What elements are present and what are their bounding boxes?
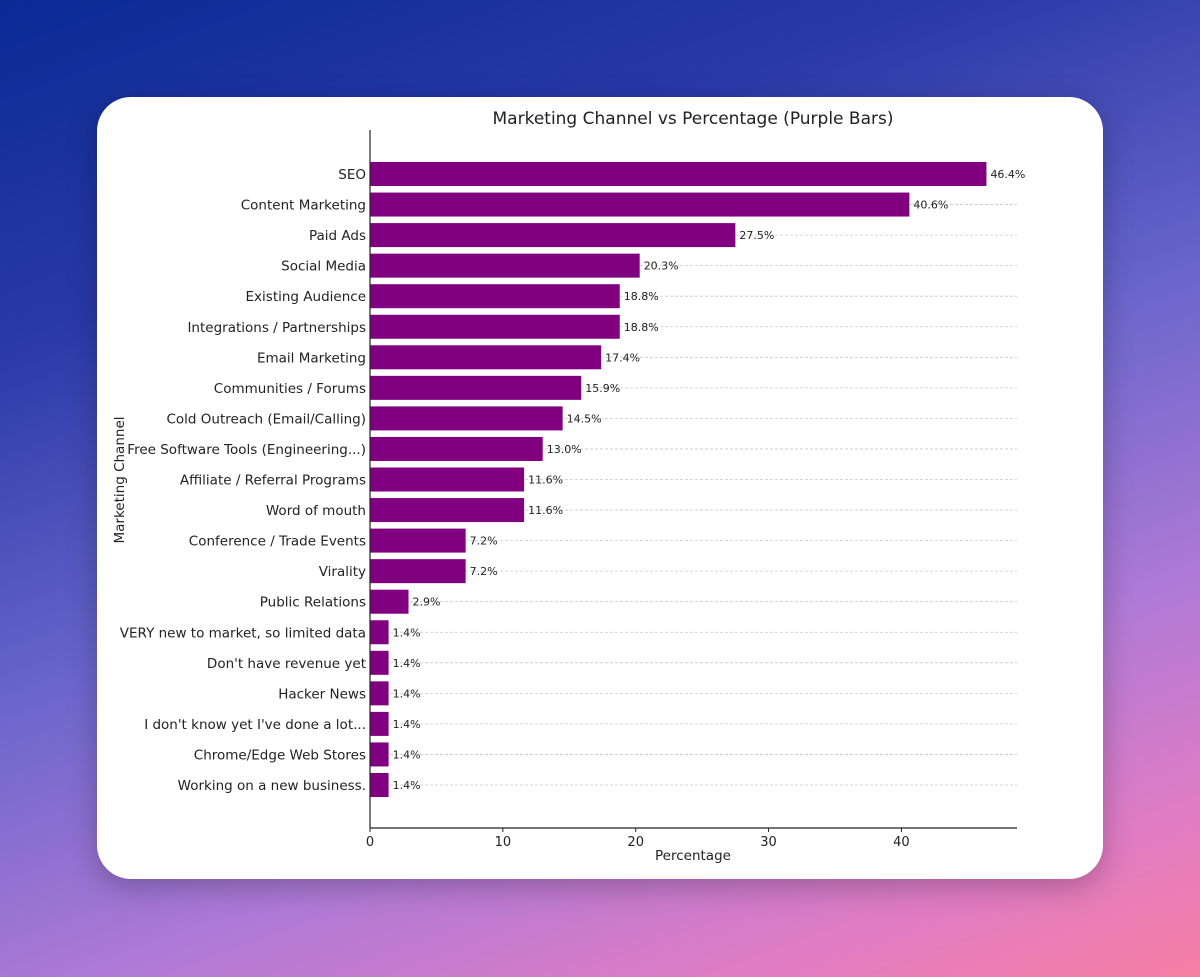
bar: [370, 711, 389, 736]
y-tick-label: Chrome/Edge Web Stores: [194, 747, 366, 763]
data-label: 1.4%: [393, 687, 421, 700]
bar: [370, 589, 409, 614]
data-label: 15.9%: [585, 382, 620, 395]
bar: [370, 192, 910, 217]
data-label: 11.6%: [528, 504, 563, 517]
y-tick-label: Social Media: [281, 259, 366, 275]
bar: [370, 650, 389, 675]
data-label: 20.3%: [644, 260, 679, 273]
bar: [370, 284, 620, 309]
data-label: 18.8%: [624, 321, 659, 334]
y-tick-label: Working on a new business.: [178, 778, 366, 794]
x-tick-label: 10: [495, 835, 512, 850]
data-label: 46.4%: [990, 168, 1025, 181]
bar: [370, 559, 466, 584]
y-tick-label: Virality: [319, 564, 366, 580]
data-label: 13.0%: [547, 443, 582, 456]
bar: [370, 253, 640, 278]
data-label: 11.6%: [528, 474, 563, 487]
bar: [370, 314, 620, 339]
y-tick-label: Cold Outreach (Email/Calling): [167, 411, 367, 427]
y-tick-label: Don't have revenue yet: [207, 656, 366, 672]
x-tick-label: 0: [366, 835, 374, 850]
bar: [370, 742, 389, 767]
bar: [370, 223, 736, 248]
y-axis-label: Marketing Channel: [112, 417, 128, 544]
y-tick-label: Integrations / Partnerships: [187, 320, 366, 336]
y-tick-label: Affiliate / Referral Programs: [180, 473, 366, 489]
bar: [370, 681, 389, 706]
y-tick-label: Hacker News: [278, 686, 366, 702]
bar: [370, 620, 389, 645]
y-tick-label: Communities / Forums: [214, 381, 366, 397]
data-label: 27.5%: [739, 229, 774, 242]
bar: [370, 375, 582, 400]
bar: [370, 498, 525, 523]
data-label: 17.4%: [605, 351, 640, 364]
y-tick-label: VERY new to market, so limited data: [120, 625, 366, 641]
bar: [370, 773, 389, 797]
data-label: 1.4%: [393, 718, 421, 731]
y-tick-label: Free Software Tools (Engineering...): [127, 442, 366, 458]
bar: [370, 345, 602, 370]
data-label: 2.9%: [413, 596, 441, 609]
bar: [370, 162, 987, 186]
data-label: 18.8%: [624, 290, 659, 303]
data-label: 1.4%: [393, 779, 421, 792]
x-tick-label: 30: [760, 835, 777, 850]
data-label: 7.2%: [470, 535, 498, 548]
x-tick-label: 40: [893, 835, 910, 850]
data-label: 1.4%: [393, 657, 421, 670]
data-label: 7.2%: [470, 565, 498, 578]
y-tick-label: Public Relations: [260, 595, 366, 611]
data-label: 14.5%: [567, 412, 602, 425]
y-tick-label: Content Marketing: [241, 198, 366, 214]
y-tick-label: Existing Audience: [246, 289, 366, 305]
bar: [370, 406, 563, 431]
data-label: 1.4%: [393, 748, 421, 761]
x-axis-label: Percentage: [655, 848, 731, 864]
bar: [370, 528, 466, 553]
y-tick-label: Word of mouth: [266, 503, 366, 519]
y-tick-label: I don't know yet I've done a lot...: [144, 717, 366, 733]
bar: [370, 436, 543, 461]
data-label: 1.4%: [393, 626, 421, 639]
bar: [370, 467, 525, 492]
chart-title: Marketing Channel vs Percentage (Purple …: [493, 109, 894, 129]
y-tick-label: Conference / Trade Events: [189, 534, 366, 550]
x-tick-label: 20: [627, 835, 644, 850]
y-tick-label: SEO: [338, 167, 366, 183]
y-tick-label: Email Marketing: [257, 350, 366, 366]
data-label: 40.6%: [913, 199, 948, 212]
y-tick-label: Paid Ads: [309, 228, 366, 244]
